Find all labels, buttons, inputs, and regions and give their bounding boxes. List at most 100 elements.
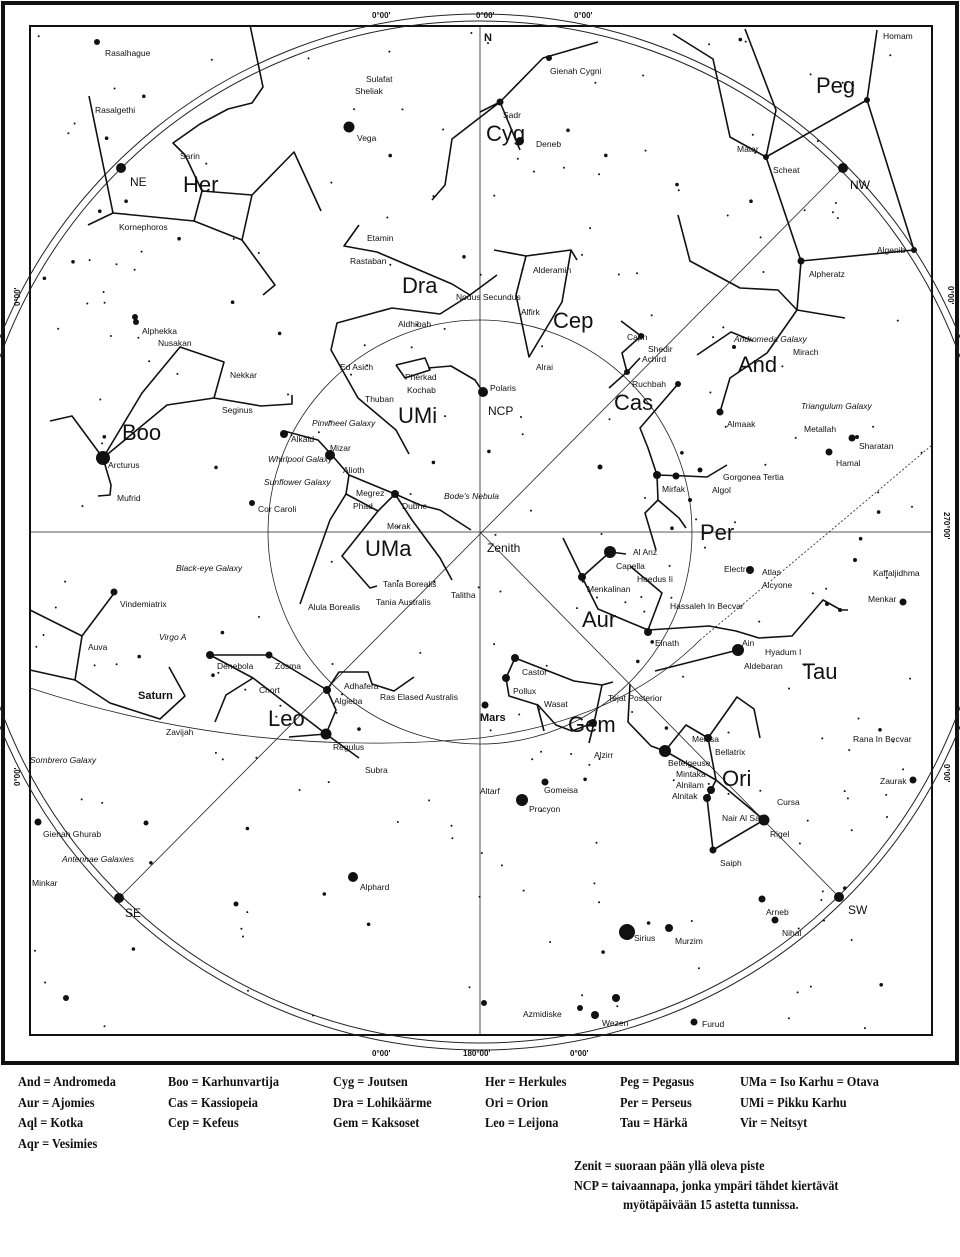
faint-star xyxy=(704,546,706,549)
faint-star xyxy=(35,645,38,648)
coordinate-tick-label: 0°00' xyxy=(946,286,955,305)
faint-star xyxy=(317,431,320,434)
constellation-line xyxy=(493,249,578,261)
coordinate-tick-label: 0°00' xyxy=(574,11,593,20)
star-label-bellatrix: Bellatrix xyxy=(715,747,746,757)
footnote-line: myötäpäivään 15 astetta tunnissa. xyxy=(623,1197,799,1212)
faint-star xyxy=(562,166,565,169)
star-label-zaurak: Zaurak xyxy=(880,776,907,786)
faint-star xyxy=(636,272,638,275)
star-marker xyxy=(546,55,552,61)
constellation-line xyxy=(499,41,599,151)
legend-entry: Aqr = Vesimies xyxy=(18,1137,98,1152)
faint-star xyxy=(287,393,289,396)
coordinate-tick-label: 0°00' xyxy=(13,287,22,306)
faint-star xyxy=(487,449,491,454)
star-label-alioth: Alioth xyxy=(343,465,365,475)
constellation-line xyxy=(707,696,761,739)
faint-star xyxy=(670,596,673,599)
constellation-label-per: Per xyxy=(700,520,734,545)
star-marker xyxy=(343,121,355,133)
constellation-line xyxy=(214,677,254,723)
faint-star xyxy=(803,209,806,212)
constellation-line xyxy=(427,365,484,393)
star-marker xyxy=(133,319,139,325)
faint-star xyxy=(642,74,645,77)
star-marker xyxy=(96,451,110,465)
star-marker xyxy=(758,895,766,903)
faint-star xyxy=(109,335,112,337)
legend-entry: Gem = Kaksoset xyxy=(333,1116,420,1131)
star-label-elnath: Elnath xyxy=(655,638,679,648)
faint-star xyxy=(245,826,250,831)
star-label-deneb: Deneb xyxy=(536,139,561,149)
deep-sky-label-pinwheel-galaxy: Pinwheel Galaxy xyxy=(312,418,376,428)
legend-entry: Vir = Neitsyt xyxy=(740,1116,808,1131)
constellation-line xyxy=(431,101,501,201)
faint-star xyxy=(797,927,800,930)
star-marker xyxy=(496,98,504,106)
faint-star xyxy=(583,777,587,782)
constellation-line xyxy=(394,493,453,581)
faint-star xyxy=(644,496,646,499)
faint-star xyxy=(531,758,534,761)
constellation-line xyxy=(677,214,846,319)
constellation-label-cyg: Cyg xyxy=(486,121,525,146)
star-marker xyxy=(114,893,124,903)
faint-star xyxy=(759,236,762,239)
faint-star xyxy=(258,615,260,618)
faint-star xyxy=(581,580,584,583)
faint-star xyxy=(896,319,899,322)
star-label-kaffaljidhma: Kaffaljidhma xyxy=(873,568,920,578)
constellation-line xyxy=(29,591,116,637)
star-marker xyxy=(834,892,844,902)
faint-star xyxy=(221,758,224,761)
star-label-alfirk: Alfirk xyxy=(521,307,541,317)
legend-entry: Cep = Kefeus xyxy=(168,1116,239,1131)
star-label-hassaleh-in-becvar: Hassaleh In Becvar xyxy=(670,601,744,611)
outer-frame xyxy=(1,1,959,1065)
faint-star xyxy=(670,526,674,530)
star-marker xyxy=(911,247,917,253)
faint-star xyxy=(722,326,725,329)
faint-star xyxy=(386,216,389,219)
constellation-label-umi: UMi xyxy=(398,403,437,428)
faint-star xyxy=(521,268,524,271)
faint-star xyxy=(878,728,882,732)
star-label-alderamin: Alderamin xyxy=(533,265,572,275)
constellation-line xyxy=(562,537,627,578)
faint-star xyxy=(149,861,153,865)
faint-star xyxy=(803,664,806,667)
faint-star xyxy=(885,576,888,579)
constellation-line xyxy=(765,29,915,262)
star-label-nihal: Nihal xyxy=(782,928,801,938)
faint-star xyxy=(487,42,489,45)
star-marker xyxy=(143,820,149,826)
faint-star xyxy=(690,920,693,922)
star-marker xyxy=(697,467,703,473)
star-label-meissa: Meissa xyxy=(692,734,719,744)
star-label-talitha: Talitha xyxy=(451,590,476,600)
star-marker xyxy=(672,472,680,480)
deep-sky-label-antennae-galaxies: Antennae Galaxies xyxy=(61,854,135,864)
faint-star xyxy=(363,344,366,347)
star-label-mintaka: Mintaka xyxy=(676,769,706,779)
labels: Rasalhague Rasalgethi Sarin Kornephoros Sula… xyxy=(13,11,955,1058)
star-label-subra: Subra xyxy=(365,765,388,775)
star-label-denebola: Denebola xyxy=(217,661,254,671)
faint-star xyxy=(749,199,753,203)
star-label-aldebaran: Aldebaran xyxy=(744,661,783,671)
faint-star xyxy=(479,273,482,276)
faint-star xyxy=(247,989,249,992)
star-label-phad: Phad xyxy=(353,501,373,511)
faint-star xyxy=(850,939,853,941)
star-label-etamin: Etamin xyxy=(367,233,394,243)
star-label-kochab: Kochab xyxy=(407,385,436,395)
star-marker xyxy=(688,498,692,502)
faint-star xyxy=(734,521,736,524)
faint-star xyxy=(823,919,825,922)
star-marker xyxy=(690,1018,698,1026)
legend-entry: Aur = Ajomies xyxy=(18,1096,95,1111)
constellation-line xyxy=(719,260,802,413)
star-label-adhafera: Adhafera xyxy=(344,681,379,691)
